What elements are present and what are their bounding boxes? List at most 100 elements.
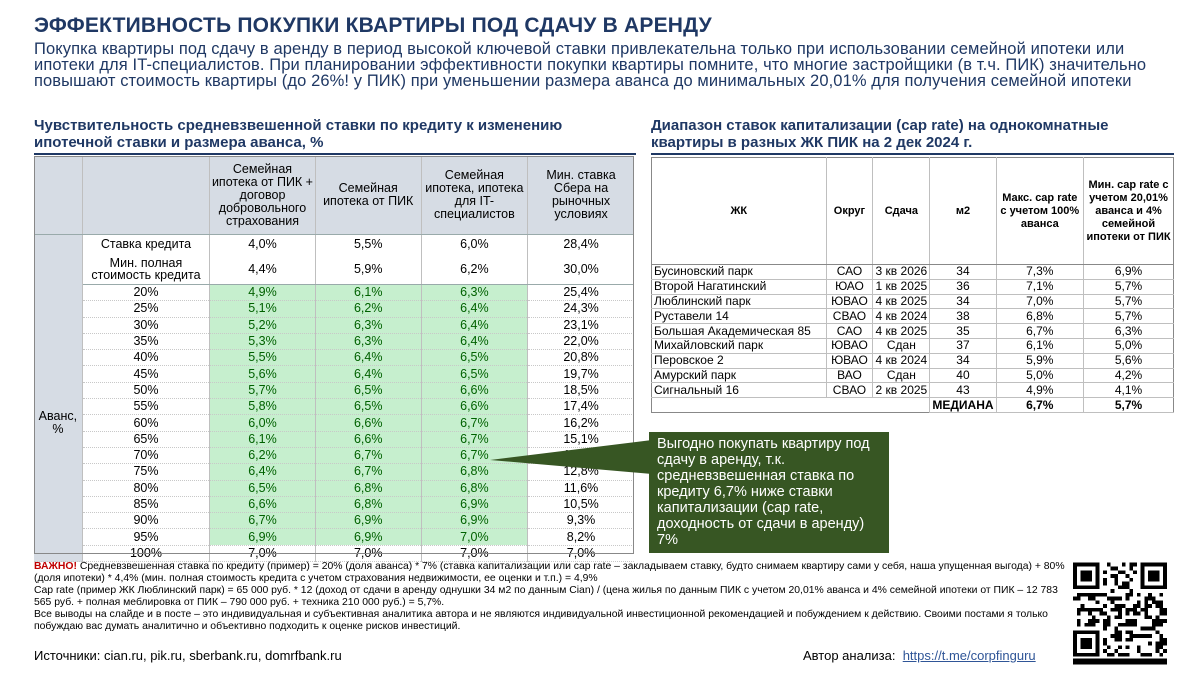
cell: 6,1% — [996, 338, 1085, 354]
rate-cell: 6,9% — [421, 512, 529, 530]
rate-cell: 6,8% — [315, 496, 422, 514]
rate-cell: 5,5% — [209, 349, 316, 367]
complex-row: Люблинский парк ЮВАО 4 кв 2025 34 7,0% 5,7% — [651, 294, 1174, 310]
cell: 3 кв 2026 — [872, 264, 931, 280]
rate-cell: 5,2% — [209, 317, 316, 334]
cell: 5,0% — [1083, 338, 1174, 354]
advance-row: 95% 6,9% 6,9% 7,0% 8,2% — [34, 528, 634, 546]
cell: ЮВАО — [826, 353, 874, 369]
rate-cell: 6,4% — [421, 300, 529, 318]
advance-row: 100% 7,0% 7,0% 7,0% 7,0% — [34, 545, 634, 563]
cell: 34 — [929, 353, 997, 369]
rate-cell: 6,0% — [421, 234, 529, 254]
advance-row: 55% 5,8% 6,5% 6,6% 17,4% — [34, 398, 634, 416]
author-link[interactable]: https://t.me/corpfinguru — [902, 648, 1036, 663]
complex-row: Сигнальный 16 СВАО 2 кв 2025 43 4,9% 4,1% — [651, 382, 1174, 399]
col-header: Семейная ипотека от ПИК + договор добров… — [209, 156, 316, 235]
advance-row: 65% 6,1% 6,6% 6,7% 15,1% — [34, 431, 634, 448]
advance-pct: 20% — [82, 284, 211, 302]
rate-cell: 30,0% — [527, 254, 634, 285]
rate-cell: 20,8% — [527, 349, 634, 367]
advance-row: 90% 6,7% 6,9% 6,9% 9,3% — [34, 512, 634, 530]
cell: ЮВАО — [826, 294, 874, 310]
rate-cell: 6,5% — [315, 398, 422, 416]
cell: СВАО — [826, 308, 874, 325]
advance-row: 85% 6,6% 6,8% 6,9% 10,5% — [34, 496, 634, 514]
rate-cell: 17,4% — [527, 398, 634, 416]
rate-cell: 6,4% — [315, 365, 422, 383]
advance-pct: 40% — [82, 349, 211, 367]
cell: Большая Академическая 85 — [651, 323, 827, 339]
advance-pct: 90% — [82, 512, 211, 530]
rate-cell: 7,0% — [527, 545, 634, 563]
rate-cell: 6,8% — [421, 480, 529, 497]
cell: 34 — [929, 264, 997, 280]
rate-cell: 6,4% — [421, 333, 529, 351]
advance-pct: 35% — [82, 333, 211, 351]
cell: 6,3% — [1083, 323, 1174, 339]
cell: 6,8% — [996, 308, 1085, 325]
rate-cell: 6,9% — [315, 512, 422, 530]
cell: 5,6% — [1083, 353, 1174, 369]
cell: 40 — [929, 368, 997, 384]
rate-cell: 5,9% — [315, 254, 422, 285]
rate-cell: 6,6% — [209, 496, 316, 514]
rate-cell: 5,5% — [315, 234, 422, 254]
median-label: МЕДИАНА — [929, 397, 997, 413]
rate-cell: 5,1% — [209, 300, 316, 318]
rate-cell: 28,4% — [563, 237, 599, 251]
row-label: Мин. полная стоимость кредита — [82, 254, 211, 285]
cell: Сигнальный 16 — [651, 382, 827, 399]
rate-cell: 6,6% — [315, 431, 422, 448]
cell: 4,9% — [996, 382, 1085, 399]
left-section-title: Чувствительность средневзвешенной ставки… — [34, 117, 563, 151]
cell: Амурский парк — [651, 368, 827, 384]
cell: ЮВАО — [826, 338, 874, 354]
cell: 5,9% — [996, 353, 1085, 369]
rate-cell: 6,7% — [315, 463, 422, 481]
complex-row: Второй Нагатинский ЮАО 1 кв 2025 36 7,1% 5,7% — [651, 279, 1174, 295]
blank-cell — [826, 398, 873, 413]
header-blank-cell — [34, 156, 83, 235]
qr-code[interactable] — [1073, 562, 1167, 665]
cell: 4 кв 2024 — [872, 308, 931, 325]
row-label: Ставка кредита — [82, 234, 211, 254]
cell: 5,0% — [996, 368, 1085, 384]
cell: 38 — [929, 308, 997, 325]
advance-pct: 45% — [82, 365, 211, 383]
advance-label: Аванс, % — [34, 284, 83, 563]
cell: Михайловский парк — [651, 338, 827, 354]
advance-pct: 70% — [82, 447, 211, 465]
cell: Сдан — [872, 338, 931, 354]
rate-cell: 6,9% — [209, 528, 316, 546]
rate-cell: 4,9% — [209, 284, 316, 302]
rate-cell: 6,5% — [209, 480, 316, 497]
col-header: Мин. cap rate с учетом 20,01% аванса и 4… — [1083, 157, 1174, 265]
header-blank-cell — [82, 156, 211, 235]
col-header: Семейная ипотека, ипотека для IT-специал… — [421, 156, 529, 235]
advance-row: 60% 6,0% 6,6% 6,7% 16,2% — [34, 414, 634, 432]
author-block: Автор анализа: https://t.me/corpfinguru — [803, 648, 1036, 663]
rate-cell: 6,6% — [315, 414, 422, 432]
rate-cell: 6,3% — [421, 284, 529, 302]
rate-cell: 10,5% — [527, 496, 634, 514]
advance-pct: 60% — [82, 414, 211, 432]
cell: ВАО — [826, 368, 874, 384]
page-title: ЭФФЕКТИВНОСТЬ ПОКУПКИ КВАРТИРЫ ПОД СДАЧУ… — [34, 14, 712, 37]
cell: 5,7% — [1083, 279, 1174, 295]
intro-text: Покупка квартиры под сдачу в аренду в пе… — [34, 40, 1147, 90]
left-title-rule — [34, 153, 636, 155]
note-line-1: Средневзвешенная ставка по кредиту (прим… — [34, 561, 1065, 585]
rate-cell: 6,9% — [315, 528, 422, 546]
advance-pct: 30% — [82, 317, 211, 334]
rate-row: Мин. полная стоимость кредита 4,4% 5,9% 6,2… — [34, 254, 634, 285]
rate-cell: 4,0% — [209, 234, 316, 254]
rate-cell: 23,1% — [527, 317, 634, 334]
advance-pct: 85% — [82, 496, 211, 514]
rate-cell: 7,0% — [421, 545, 529, 563]
cell: 5,7% — [1083, 294, 1174, 310]
cell: 4 кв 2025 — [872, 323, 931, 339]
cell: 34 — [929, 294, 997, 310]
rate-cell: 6,6% — [421, 398, 529, 416]
median-cap-min: 5,7% — [1083, 397, 1174, 413]
